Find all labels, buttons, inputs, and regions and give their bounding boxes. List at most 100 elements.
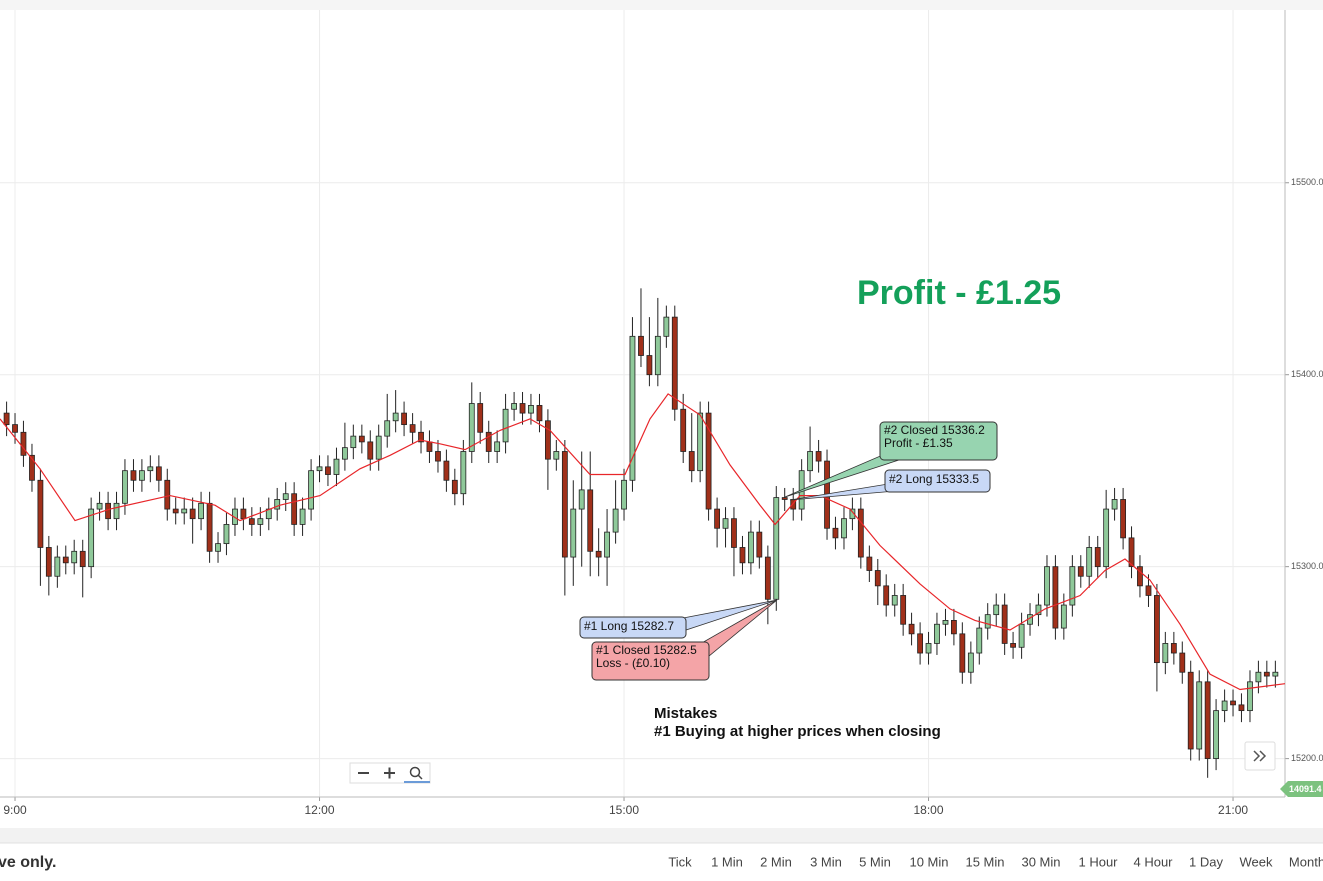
candle-body — [908, 623, 915, 635]
timeframe-button[interactable]: 1 Day — [1189, 854, 1223, 869]
candle-body — [604, 531, 610, 558]
candle-body — [1213, 710, 1219, 760]
top-strip — [0, 0, 1323, 10]
y-tick-label: 15400.0 — [1291, 369, 1323, 379]
candle-body — [189, 508, 196, 520]
candle-body — [308, 470, 314, 510]
candle-body — [299, 508, 306, 525]
candle-body — [595, 550, 602, 558]
candle-body — [1179, 652, 1186, 673]
timeframe-button[interactable]: 1 Min — [711, 854, 743, 869]
candle-body — [891, 595, 898, 606]
candle-body — [240, 508, 247, 520]
candle-body — [198, 502, 204, 520]
x-tick-label: 15:00 — [609, 803, 639, 817]
candle-body — [748, 531, 754, 564]
candle-body — [71, 550, 78, 564]
candle-body — [54, 556, 61, 577]
timeframe-button[interactable]: 10 Min — [909, 854, 948, 869]
candle-body — [654, 335, 661, 376]
candle-body — [705, 412, 712, 510]
candle-body — [731, 518, 737, 548]
candle-body — [951, 620, 957, 635]
timeframe-button[interactable]: Month — [1289, 854, 1323, 869]
candle-body — [1077, 566, 1084, 577]
timeframe-button[interactable]: 3 Min — [810, 854, 842, 869]
annotation-box — [879, 421, 998, 461]
timeframe-button[interactable]: 30 Min — [1021, 854, 1060, 869]
candle-body — [248, 518, 255, 525]
candle-body — [646, 355, 653, 376]
candle-body — [536, 405, 543, 422]
timeframe-button[interactable]: 4 Hour — [1133, 854, 1173, 869]
candle-body — [832, 527, 839, 539]
candle-body — [900, 595, 907, 625]
candle-body — [1263, 671, 1270, 677]
candle-body — [528, 405, 534, 414]
candle-body — [553, 451, 560, 460]
candle-body — [62, 556, 69, 564]
candle-body — [976, 627, 983, 654]
candle-body — [105, 502, 111, 520]
candle-body — [1086, 547, 1093, 577]
badge-text: 14091.4 — [1289, 784, 1322, 794]
chevron — [1259, 750, 1267, 762]
candle-body — [1204, 681, 1211, 760]
candle-body — [714, 508, 721, 529]
candle-body — [967, 652, 974, 673]
annotation-text: Loss - (£0.10) — [596, 656, 670, 670]
candle-body — [1137, 566, 1143, 587]
candle-body — [333, 458, 340, 475]
candle-body — [578, 489, 585, 510]
timeframe-button[interactable]: 2 Min — [760, 854, 792, 869]
candle-body — [122, 470, 128, 504]
timeframe-button[interactable]: Tick — [668, 854, 692, 869]
candle-body — [1044, 566, 1050, 606]
zoom-reset[interactable] — [409, 766, 421, 778]
annotation-text: #1 Closed 15282.5 — [596, 643, 697, 657]
candle-body — [113, 502, 120, 520]
candle-body — [409, 424, 416, 433]
separator — [0, 828, 1323, 843]
annotation-box — [884, 469, 991, 493]
candle-body — [959, 633, 966, 673]
candle-body — [435, 451, 441, 462]
candle-body — [739, 547, 746, 564]
candle-body — [561, 451, 568, 558]
footer-text: ve only. — [0, 854, 56, 871]
candle-body — [815, 451, 822, 462]
candle-body — [511, 403, 518, 410]
zoom-reset — [417, 774, 423, 780]
candle-body — [3, 412, 10, 426]
candle-body — [612, 508, 619, 533]
grid: 15200.0 15300.0 15400.0 15500.0 9:00 12:00 15:… — [0, 10, 1323, 817]
candle-body — [79, 550, 86, 568]
zoom-controls — [349, 762, 431, 784]
annotation-text: #1 Long 15282.7 — [584, 619, 674, 633]
candle-body — [680, 408, 687, 452]
candle-body — [316, 466, 323, 472]
candle-body — [934, 623, 940, 644]
candle-body — [232, 508, 238, 525]
candle-body — [45, 547, 52, 577]
scroll-end-button[interactable] — [1244, 741, 1276, 771]
plot — [0, 288, 1286, 778]
candle-body — [1128, 537, 1135, 568]
candle-body — [358, 435, 365, 443]
candle-body — [587, 489, 594, 552]
candle-body — [341, 447, 348, 460]
candle-body — [88, 508, 95, 568]
y-tick-label: 15300.0 — [1291, 561, 1323, 571]
timeframe-button[interactable]: 5 Min — [859, 854, 891, 869]
candle-body — [519, 403, 526, 414]
candle-body — [418, 431, 424, 443]
candle-body — [1170, 643, 1177, 654]
timeframe-button[interactable]: Week — [1240, 854, 1273, 869]
candle-body — [172, 508, 179, 514]
timeframe-button[interactable]: 1 Hour — [1078, 854, 1118, 869]
candle-body — [663, 316, 670, 337]
timeframe-button[interactable]: 15 Min — [965, 854, 1004, 869]
candle-body — [1010, 643, 1016, 648]
